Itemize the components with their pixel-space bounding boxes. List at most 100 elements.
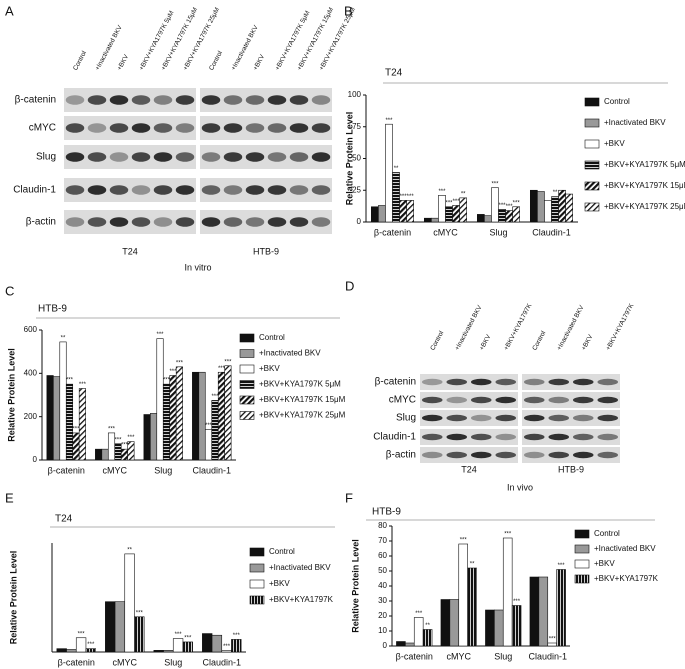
- bar: [65, 383, 74, 461]
- legend-label: +BKV+KYA1797K 25μM: [259, 411, 346, 420]
- blot-band: [572, 433, 594, 441]
- blot-band: [87, 217, 107, 227]
- bar: [85, 648, 96, 653]
- y-axis-label: Relative Protein Level: [6, 348, 16, 442]
- blot-band: [470, 451, 492, 459]
- blot-band: [495, 433, 517, 441]
- bar: [127, 441, 135, 461]
- x-tick-label: Claudin-1: [192, 465, 231, 475]
- significance-label: **: [61, 335, 66, 341]
- blot-band: [548, 451, 570, 459]
- significance-label: ***: [460, 538, 468, 544]
- blot-band: [175, 152, 195, 162]
- blot-band: [245, 217, 265, 227]
- blot-band: [597, 414, 619, 422]
- blot-band: [153, 123, 173, 133]
- blot-band: [267, 217, 287, 227]
- blot-band: [109, 217, 129, 227]
- bar: [467, 567, 477, 647]
- blot-band: [548, 396, 570, 404]
- bar: [476, 214, 485, 223]
- bar: [538, 576, 549, 647]
- blot-strip: [420, 374, 518, 390]
- blot-band: [245, 185, 265, 195]
- blot-band: [446, 414, 468, 422]
- blot-strip: [420, 410, 518, 426]
- significance-label: ***: [79, 382, 87, 388]
- panel-letter: F: [345, 490, 353, 505]
- bar: [498, 209, 506, 223]
- bar: [72, 432, 80, 461]
- blot-band: [311, 185, 331, 195]
- legend-label: +BKV+KYA1797K 15μM: [259, 395, 346, 404]
- significance-label: ***: [223, 644, 231, 650]
- legend-label: +BKV: [259, 364, 280, 373]
- blot-band: [131, 123, 151, 133]
- legend-label: +Inactivated BKV: [604, 118, 666, 127]
- blot-band: [289, 152, 309, 162]
- significance-label: ***: [400, 194, 408, 200]
- significance-label: ***: [176, 360, 184, 366]
- y-axis-label: Relative Protein Level: [350, 539, 360, 633]
- blot-band: [153, 217, 173, 227]
- blot-band: [446, 433, 468, 441]
- blot-band: [175, 185, 195, 195]
- legend-swatch: [239, 364, 255, 374]
- significance-label: ***: [169, 369, 177, 375]
- row-label: β-catenin: [15, 95, 56, 106]
- legend-label: +Inactivated BKV: [259, 349, 321, 358]
- bar: [211, 634, 223, 653]
- x-tick-label: Claudin-1: [532, 227, 571, 237]
- blot-band: [109, 185, 129, 195]
- lane-label: +BKV+KYA1797K: [503, 302, 534, 352]
- y-tick-label: 0: [357, 217, 362, 226]
- bar: [75, 637, 87, 653]
- significance-label: ***: [108, 426, 116, 432]
- bar: [378, 205, 386, 223]
- blot-band: [470, 433, 492, 441]
- significance-label: **: [470, 562, 475, 568]
- blot-strip: [200, 88, 332, 112]
- y-tick-label: 25: [352, 185, 361, 194]
- bar: [114, 601, 126, 653]
- blot-band: [223, 185, 243, 195]
- panel-letter: D: [345, 278, 354, 293]
- blot-band: [65, 123, 85, 133]
- legend-label: +BKV: [604, 139, 625, 148]
- blot-band: [65, 185, 85, 195]
- blot-band: [548, 433, 570, 441]
- blot-band: [65, 217, 85, 227]
- legend-label: +BKV+KYA1797K 5μM: [259, 380, 341, 389]
- blot-band: [495, 378, 517, 386]
- blot-strip: [64, 145, 196, 169]
- significance-label: ***: [157, 332, 165, 338]
- significance-label: ***: [558, 563, 566, 569]
- bar: [120, 448, 128, 461]
- bar: [544, 200, 552, 223]
- bar: [452, 205, 460, 223]
- blot-band: [548, 378, 570, 386]
- significance-label: ***: [453, 199, 461, 205]
- significance-label: **: [461, 191, 466, 197]
- bar: [211, 400, 219, 461]
- significance-label: ***: [446, 200, 454, 206]
- x-tick-label: β-catenin: [48, 465, 85, 475]
- bar: [413, 617, 424, 647]
- y-tick-label: 0: [383, 641, 388, 650]
- significance-label: ***: [127, 435, 135, 441]
- significance-label: ***: [233, 633, 241, 639]
- blot-band: [311, 152, 331, 162]
- bar: [169, 375, 177, 461]
- bar: [438, 195, 446, 223]
- significance-label: ***: [218, 366, 226, 372]
- blot-band: [223, 217, 243, 227]
- legend-swatch: [249, 563, 265, 573]
- blot-band: [421, 414, 443, 422]
- blot-band: [87, 152, 107, 162]
- lane-label: +BKV+KYA1797K: [605, 302, 636, 352]
- y-tick-label: 80: [378, 521, 387, 530]
- legend-label: +BKV+KYA1797K: [594, 574, 659, 583]
- bar: [204, 429, 213, 461]
- row-label: Slug: [36, 152, 56, 163]
- significance-label: **: [425, 623, 430, 629]
